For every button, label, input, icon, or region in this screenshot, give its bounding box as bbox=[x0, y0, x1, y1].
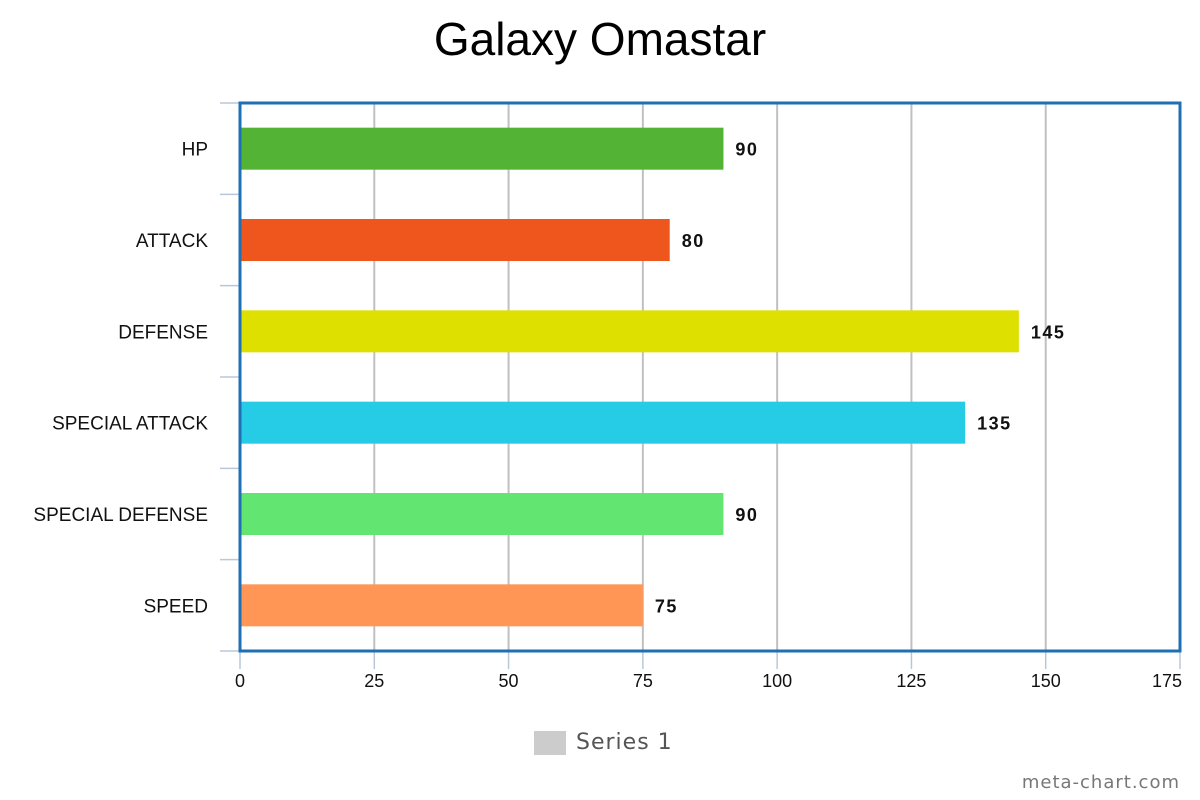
data-label: 75 bbox=[655, 596, 678, 616]
bar bbox=[240, 310, 1019, 353]
data-label: 90 bbox=[735, 140, 758, 160]
x-tick-label: 125 bbox=[896, 671, 926, 691]
chart-title: Galaxy Omastar bbox=[433, 13, 767, 65]
category-label: SPECIAL ATTACK bbox=[52, 414, 208, 435]
credit-text: meta-chart.com bbox=[1021, 772, 1180, 793]
category-label: SPEED bbox=[144, 596, 208, 617]
x-tick-label: 100 bbox=[762, 671, 792, 691]
x-tick-label: 0 bbox=[235, 671, 245, 691]
legend-label: Series 1 bbox=[576, 730, 673, 755]
category-label: ATTACK bbox=[136, 231, 208, 252]
data-label: 145 bbox=[1031, 322, 1066, 342]
legend[interactable]: Series 1 bbox=[534, 730, 673, 755]
x-tick-label: 50 bbox=[499, 671, 519, 691]
data-label: 90 bbox=[735, 505, 758, 525]
bar bbox=[240, 493, 724, 535]
data-label: 80 bbox=[682, 231, 705, 251]
data-label: 135 bbox=[977, 414, 1012, 434]
x-tick-label: 175 bbox=[1152, 671, 1182, 691]
legend-swatch bbox=[534, 730, 566, 755]
bar bbox=[240, 127, 724, 170]
plot-frame bbox=[238, 101, 1182, 653]
category-label: DEFENSE bbox=[118, 322, 208, 343]
x-tick-label: 75 bbox=[633, 671, 653, 691]
category-label: HP bbox=[182, 140, 208, 161]
category-label: SPECIAL DEFENSE bbox=[33, 505, 208, 526]
bar bbox=[240, 584, 643, 627]
x-tick-label: 25 bbox=[364, 671, 384, 691]
bar bbox=[240, 401, 966, 444]
x-tick-label: 150 bbox=[1031, 671, 1061, 691]
bar bbox=[240, 219, 670, 261]
